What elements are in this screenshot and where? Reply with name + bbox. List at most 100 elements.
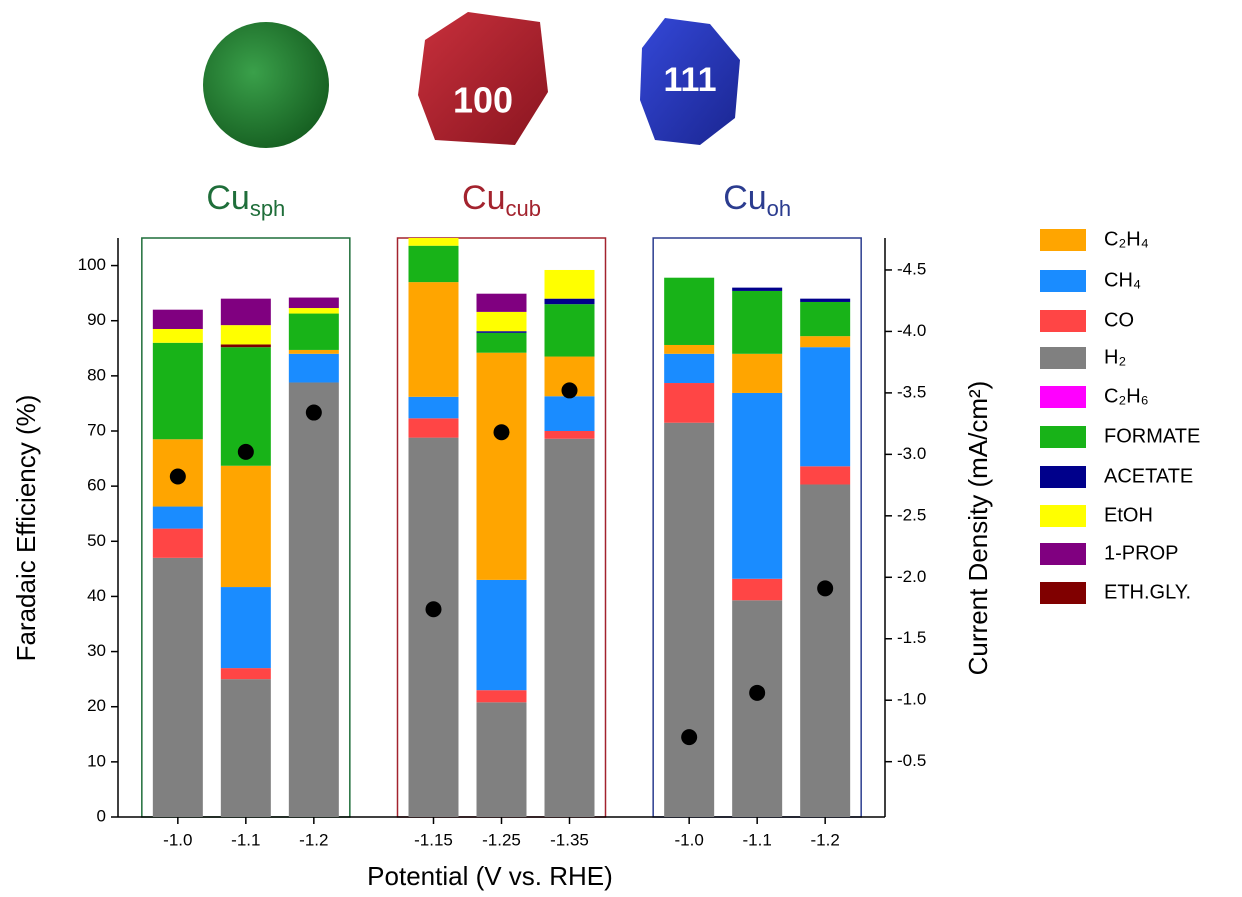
y2-tick-label: -1.5	[897, 628, 926, 647]
legend-label: CH₄	[1104, 269, 1141, 291]
bar-segment	[409, 438, 459, 817]
bar-segment	[477, 702, 527, 817]
bar-segment	[289, 350, 339, 354]
y-tick-label: 0	[97, 806, 106, 825]
y2-tick-label: -2.5	[897, 505, 926, 524]
bar-segment	[153, 329, 203, 343]
legend-label: 1-PROP	[1104, 542, 1178, 564]
particle-label: 100	[453, 80, 513, 121]
current-density-point	[562, 382, 578, 398]
bar-segment	[409, 418, 459, 437]
legend-swatch	[1040, 582, 1086, 604]
bar-segment	[545, 431, 595, 439]
current-density-point	[817, 580, 833, 596]
bar-segment	[545, 439, 595, 817]
current-density-point	[306, 405, 322, 421]
x-tick-label: -1.2	[811, 830, 840, 849]
group-name: Cu	[206, 179, 249, 217]
legend-swatch	[1040, 426, 1086, 448]
bar-segment	[545, 396, 595, 431]
bar-segment	[664, 354, 714, 383]
legend-swatch	[1040, 466, 1086, 488]
x-tick-label: -1.35	[550, 830, 589, 849]
bar-segment	[732, 291, 782, 354]
legend-swatch	[1040, 386, 1086, 408]
bar-segment	[153, 507, 203, 529]
bar-segment	[664, 383, 714, 423]
y2-tick-label: -0.5	[897, 751, 926, 770]
bar-segment	[153, 558, 203, 817]
bar-segment	[221, 668, 271, 679]
bar-segment	[221, 466, 271, 587]
y2-tick-label: -4.0	[897, 321, 926, 340]
bar-segment	[153, 529, 203, 558]
bar-segment	[545, 299, 595, 305]
bar-segment	[732, 600, 782, 817]
current-density-point	[426, 601, 442, 617]
bar-segment	[289, 308, 339, 314]
bar-segment	[221, 299, 271, 325]
particle-label: 111	[664, 61, 717, 99]
bar-segment	[732, 288, 782, 291]
legend-swatch	[1040, 543, 1086, 565]
sphere-particle	[203, 22, 329, 148]
y-tick-label: 50	[87, 531, 106, 550]
x-tick-label: -1.1	[231, 830, 260, 849]
current-density-point	[681, 729, 697, 745]
bar-segment	[477, 312, 527, 331]
y-axis-title: Faradaic Efficiency (%)	[11, 395, 41, 662]
group-subscript: oh	[767, 196, 791, 221]
y-tick-label: 80	[87, 365, 106, 384]
current-density-point	[170, 468, 186, 484]
bar-segment	[477, 580, 527, 690]
bar-segment	[477, 331, 527, 333]
page: 100 111 Faradaic Efficiency (%) Current …	[0, 0, 1242, 897]
cube-particle	[418, 12, 548, 145]
y-tick-label: 100	[78, 255, 106, 274]
legend-label: CO	[1104, 309, 1134, 331]
group-subscript: sph	[250, 196, 285, 221]
y-tick-label: 10	[87, 751, 106, 770]
bar-segment	[800, 336, 850, 347]
y2-axis-title: Current Density (mA/cm²)	[963, 381, 993, 676]
y-tick-label: 30	[87, 641, 106, 660]
bar-segment	[153, 343, 203, 440]
y2-tick-label: -1.0	[897, 690, 926, 709]
y2-tick-label: -4.5	[897, 259, 926, 278]
legend-swatch	[1040, 229, 1086, 251]
bar-segment	[477, 294, 527, 312]
bar-segment	[221, 679, 271, 817]
legend-swatch	[1040, 270, 1086, 292]
bar-segment	[800, 347, 850, 466]
group-label: Cucub	[462, 179, 541, 221]
legend-label: EtOH	[1104, 504, 1153, 526]
bar-segment	[800, 299, 850, 302]
group-name: Cu	[462, 179, 505, 217]
bar-segment	[153, 310, 203, 329]
legend-label: FORMATE	[1104, 425, 1200, 447]
bar-segment	[800, 302, 850, 336]
bar-segment	[409, 397, 459, 419]
bar-segment	[664, 278, 714, 345]
x-tick-label: -1.0	[675, 830, 704, 849]
bar-segment	[221, 325, 271, 344]
bar-segment	[409, 237, 459, 246]
x-tick-label: -1.25	[482, 830, 521, 849]
group-subscript: cub	[505, 196, 540, 221]
bar-segment	[732, 393, 782, 579]
legend-label: H₂	[1104, 346, 1126, 368]
group-label: Cusph	[206, 179, 285, 221]
legend-swatch	[1040, 310, 1086, 332]
bar-segment	[221, 344, 271, 347]
bar-segment	[545, 270, 595, 299]
bar-segment	[664, 345, 714, 354]
group-label: Cuoh	[723, 179, 791, 221]
y-tick-label: 70	[87, 420, 106, 439]
legend-swatch	[1040, 347, 1086, 369]
legend-label: ETH.GLY.	[1104, 581, 1191, 603]
bar-segment	[545, 304, 595, 356]
current-density-point	[749, 685, 765, 701]
legend-swatch	[1040, 505, 1086, 527]
bar-segment	[732, 354, 782, 393]
bar-segment	[477, 333, 527, 353]
